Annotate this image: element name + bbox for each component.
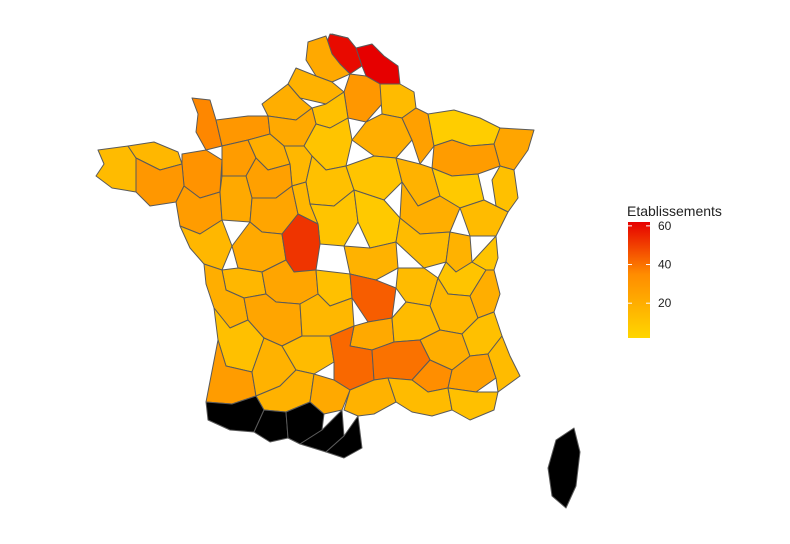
dept-vosges — [431, 139, 501, 177]
dept-puy-de-dome — [349, 273, 397, 323]
dept-finistere — [95, 145, 137, 193]
dept-var — [447, 387, 499, 421]
dept-moselle — [427, 109, 501, 147]
dept-alpes-maritimes — [487, 335, 521, 393]
dept-ariege — [299, 409, 345, 453]
dept-haute-savoie — [471, 235, 499, 271]
legend-colorbar — [628, 222, 650, 338]
legend-title: Etablissements — [627, 203, 722, 219]
legend-tick-label: 40 — [658, 258, 672, 272]
dept-vendee — [179, 219, 233, 271]
legend-ticks: 60 40 20 — [628, 219, 672, 310]
dept-haut-rhin — [491, 165, 519, 213]
legend-tick-label: 20 — [658, 296, 672, 310]
dept-marne — [351, 113, 413, 159]
dept-manche — [191, 97, 223, 151]
map-layer — [95, 33, 581, 509]
legend: Etablissements 60 40 20 — [627, 203, 722, 338]
dept-herault — [343, 377, 397, 417]
dept-bas-rhin — [493, 127, 535, 171]
dept-pyrenees-orientales — [325, 415, 363, 459]
dept-corse — [547, 427, 581, 509]
dept-maine-loire — [219, 175, 253, 223]
legend-tick-label: 60 — [658, 219, 672, 233]
dept-nievre — [353, 189, 401, 249]
